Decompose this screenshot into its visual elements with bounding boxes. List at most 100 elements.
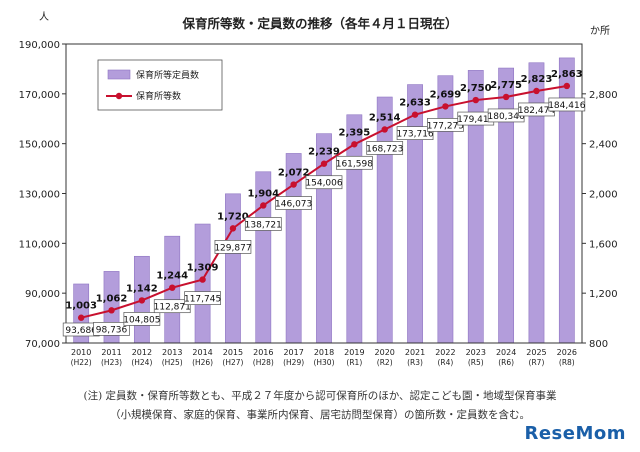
line-data-label: 2,750 (460, 83, 492, 94)
line-data-label: 2,239 (308, 147, 340, 158)
bar-data-label: 129,877 (214, 243, 251, 253)
bar-capacity (194, 223, 211, 344)
legend-box (97, 59, 223, 111)
line-data-label: 1,904 (247, 188, 279, 199)
x-tick-sublabel: (H23) (101, 358, 122, 367)
footnote-line-2: （小規模保育、家庭的保育、事業所内保育、居宅訪問型保育）の箇所数・定員数を含む。 (110, 409, 530, 421)
line-point-facilities (442, 103, 449, 110)
bar-data-label-box (93, 322, 130, 336)
x-tick-sublabel: (H22) (71, 358, 92, 367)
bar-data-label-box (214, 240, 252, 254)
line-point-facilities (229, 225, 237, 232)
right-axis-unit: か所 (590, 25, 610, 37)
x-tick-label: 2020 (375, 348, 395, 357)
bar-data-label: 104,805 (123, 315, 160, 325)
x-tick-sublabel: (R1) (346, 358, 362, 367)
x-tick-sublabel: (R4) (437, 358, 453, 367)
bar-data-label: 138,721 (245, 220, 282, 230)
bar-data-label: 173,716 (396, 130, 433, 140)
line-data-label: 2,863 (551, 69, 583, 80)
line-data-label: 1,062 (96, 293, 128, 304)
bar-data-label: 146,073 (275, 200, 312, 210)
bar-data-label: 93,686 (65, 326, 97, 336)
x-tick-sublabel: (H30) (313, 358, 334, 367)
line-point-facilities (381, 126, 388, 133)
legend-swatch-facilities-marker (115, 92, 123, 100)
bar-data-label: 154,006 (305, 179, 342, 189)
line-data-label: 1,720 (217, 211, 249, 222)
line-point-facilities (472, 96, 479, 104)
bar-capacity (346, 114, 363, 344)
bar-data-label-box (123, 312, 161, 326)
x-tick-label: 2024 (496, 348, 516, 357)
bar-data-label-box (305, 175, 343, 190)
right-axis-tick-label: 1,200 (589, 289, 618, 300)
bar-capacity (437, 75, 454, 344)
line-data-label: 2,775 (490, 80, 522, 91)
line-point-facilities (169, 284, 176, 291)
line-point-facilities (290, 181, 297, 188)
line-data-label: 1,003 (65, 301, 97, 312)
left-axis-tick-label: 70,000 (25, 339, 60, 350)
x-tick-sublabel: (H28) (253, 358, 274, 367)
line-data-label: 2,514 (369, 112, 401, 123)
x-tick-sublabel: (H25) (162, 358, 183, 367)
left-axis-tick-label: 190,000 (19, 40, 60, 51)
bar-data-label-box (396, 126, 434, 140)
left-axis-unit: 人 (39, 11, 49, 23)
x-tick-label: 2013 (162, 348, 182, 357)
legend-swatch-capacity (107, 69, 131, 80)
line-point-facilities (563, 82, 571, 90)
bar-data-label-box (548, 97, 586, 112)
bar-data-label: 161,598 (336, 159, 373, 169)
bar-data-label: 177,275 (427, 121, 464, 131)
bar-data-label: 182,474 (518, 106, 555, 116)
legend-label-capacity: 保育所等定員数 (136, 69, 199, 81)
line-data-label: 1,309 (187, 263, 219, 274)
bar-data-label-box (244, 217, 282, 231)
bar-data-label-box (275, 196, 312, 210)
line-data-label: 2,633 (399, 98, 431, 109)
x-tick-sublabel: (R5) (468, 358, 484, 367)
line-point-facilities (108, 307, 115, 314)
line-data-label: 2,823 (521, 74, 553, 85)
x-tick-label: 2018 (314, 348, 334, 357)
bar-data-label: 180,346 (488, 112, 525, 122)
bar-data-label: 98,736 (96, 325, 128, 335)
line-point-facilities (502, 93, 510, 101)
line-point-facilities (533, 87, 540, 95)
chart: 保育所等数・定員数の推移（各年４月１日現在） 人か所 70,000 90,000 110… (19, 11, 618, 367)
x-tick-label: 2023 (466, 348, 486, 357)
bar-capacity (467, 70, 484, 344)
x-tick-sublabel: (R8) (559, 358, 575, 367)
bar-data-label: 117,745 (184, 295, 221, 305)
x-tick-sublabel: (R7) (529, 358, 545, 367)
footnote-line-1: (注) 定員数・保育所等数とも、平成２７年度から認可保育所のほか、認定こども園・… (83, 390, 557, 402)
x-tick-sublabel: (H29) (283, 358, 304, 367)
x-tick-sublabel: (H24) (131, 358, 152, 367)
bar-data-label: 184,416 (548, 101, 585, 111)
right-axis-tick-label: 1,600 (589, 239, 618, 250)
brand-logo: ReseMom (524, 423, 626, 444)
x-tick-label: 2010 (71, 348, 91, 357)
x-tick-label: 2017 (283, 348, 303, 357)
right-axis-tick-label: 2,000 (589, 190, 618, 201)
line-point-facilities (138, 297, 146, 304)
line-point-facilities (411, 111, 419, 118)
x-tick-sublabel: (H27) (222, 358, 243, 367)
line-point-facilities (77, 314, 85, 321)
line-point-facilities (320, 160, 328, 167)
bar-capacity (376, 96, 393, 344)
x-tick-label: 2022 (435, 348, 455, 357)
legend-label-facilities: 保育所等数 (136, 90, 181, 102)
x-tick-label: 2016 (253, 348, 273, 357)
line-point-facilities (260, 202, 267, 209)
x-tick-sublabel: (R2) (377, 358, 393, 367)
bar-data-label: 168,723 (366, 144, 403, 154)
x-tick-label: 2026 (557, 348, 577, 357)
line-point-facilities (199, 276, 206, 283)
plot-frame (65, 43, 583, 344)
x-tick-label: 2025 (526, 348, 546, 357)
x-tick-label: 2014 (192, 348, 212, 357)
line-data-label: 1,244 (156, 271, 188, 282)
